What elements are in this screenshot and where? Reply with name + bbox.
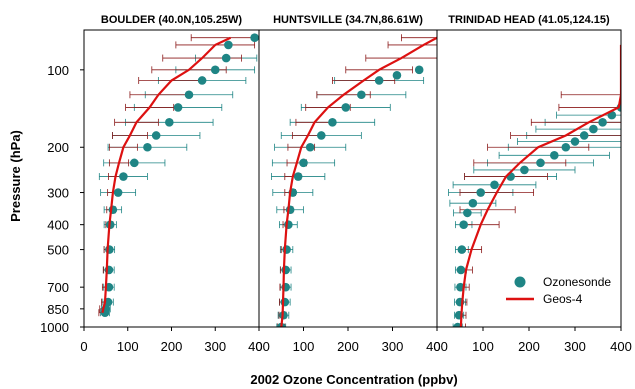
ozonesonde-point [561,142,571,152]
y-tick-label: 500 [47,243,69,258]
y-tick-label: 850 [47,302,69,317]
x-tick-label: 100 [472,339,494,354]
x-tick-label: 0 [433,339,440,354]
x-tick-label: 100 [293,339,315,354]
panel-title: HUNTSVILLE (34.7N,86.61W) [273,14,423,26]
ozonesonde-point [570,137,580,146]
x-tick-label: 300 [564,339,586,354]
geos4-line [101,36,232,313]
ozonesonde-point [224,40,233,50]
ozonesonde-point [250,33,259,43]
ozonesonde-point [305,142,315,152]
ozonesonde-point [328,118,337,127]
ozonesonde-point [210,65,220,75]
ozonesonde-point [414,65,424,75]
x-tick-label: 200 [337,339,359,354]
ozonesonde-point [536,158,545,168]
ozonesonde-point [463,208,472,218]
ozonesonde-point [476,188,486,197]
ozonesonde-point [299,158,308,168]
x-tick-label: 0 [255,339,262,354]
ozonesonde-point [281,265,291,275]
panel-plot-area [448,44,621,327]
x-tick-label: 300 [204,339,226,354]
x-tick-label: 400 [426,339,448,354]
legend-ozonesonde-label: Ozonesonde [543,275,611,289]
ozonesonde-point [119,172,128,181]
ozonesonde-point [173,103,183,112]
x-axis-label: 2002 Ozone Concentration (ppbv) [250,372,457,387]
y-tick-label: 200 [47,140,69,155]
ozonesonde-point [151,131,161,140]
ozonesonde-point [184,90,194,100]
y-axis-label: Pressure (hPa) [8,130,23,222]
ozonesonde-point [357,90,366,100]
ozonesonde-point [392,70,402,80]
panel-title: BOULDER (40.0N,105.25W) [101,14,243,26]
legend: Ozonesonde Geos-4 [506,275,611,306]
ozonesonde-point [490,180,499,190]
legend-ozonesonde-marker [514,276,526,288]
panel-2: HUNTSVILLE (34.7N,86.61W) [258,14,438,328]
y-tick-label: 1000 [40,320,69,335]
panel-plot-area [271,34,437,327]
panel-1: BOULDER (40.0N,105.25W) [83,14,260,328]
x-tick-label: 200 [518,339,540,354]
ozonesonde-point [550,151,559,160]
panel-frame [258,29,438,328]
ozonesonde-point [468,198,478,208]
y-tick-label: 400 [47,218,69,233]
x-tick-label: 0 [80,339,87,354]
panel-3: TRINIDAD HEAD (41.05,124.15) [436,14,622,328]
y-tick-label: 300 [47,186,69,201]
x-tick-label: 400 [610,339,632,354]
ozonesonde-point [143,142,152,152]
ozonesonde-point [113,188,123,197]
panel-title: TRINIDAD HEAD (41.05,124.15) [448,14,610,26]
ozonesonde-point [317,131,326,140]
x-tick-label: 200 [161,339,183,354]
geos4-line [280,36,437,327]
ozonesonde-point [459,220,468,229]
ozonesonde-point [293,172,303,181]
x-tick-label: 300 [382,339,404,354]
ozonesonde-point [280,297,290,307]
legend-geos4-label: Geos-4 [543,292,583,306]
ozonesonde-point [456,265,466,275]
ozonesonde-point [341,103,351,112]
ozonesonde-point [457,245,467,254]
y-tick-label: 700 [47,280,69,295]
ozonesonde-point [374,76,384,85]
panel-plot-area [98,33,259,318]
y-tick-label: 100 [47,63,69,78]
ozonesonde-point [589,124,598,134]
ozonesonde-point [221,53,231,63]
ozonesonde-point [520,165,529,175]
ozonesonde-point [130,158,139,168]
ozonesonde-point [105,245,114,254]
ozonesonde-point [197,76,207,85]
panels-layer: BOULDER (40.0N,105.25W) HUNTSVILLE (34.7N… [83,14,622,328]
ozonesonde-point [165,118,174,127]
x-tick-label: 400 [248,339,270,354]
x-tick-label: 100 [117,339,139,354]
panel-frame [83,29,260,328]
geos4-line [459,44,621,327]
ozonesonde-point [598,118,607,127]
ozonesonde-point [579,131,589,140]
